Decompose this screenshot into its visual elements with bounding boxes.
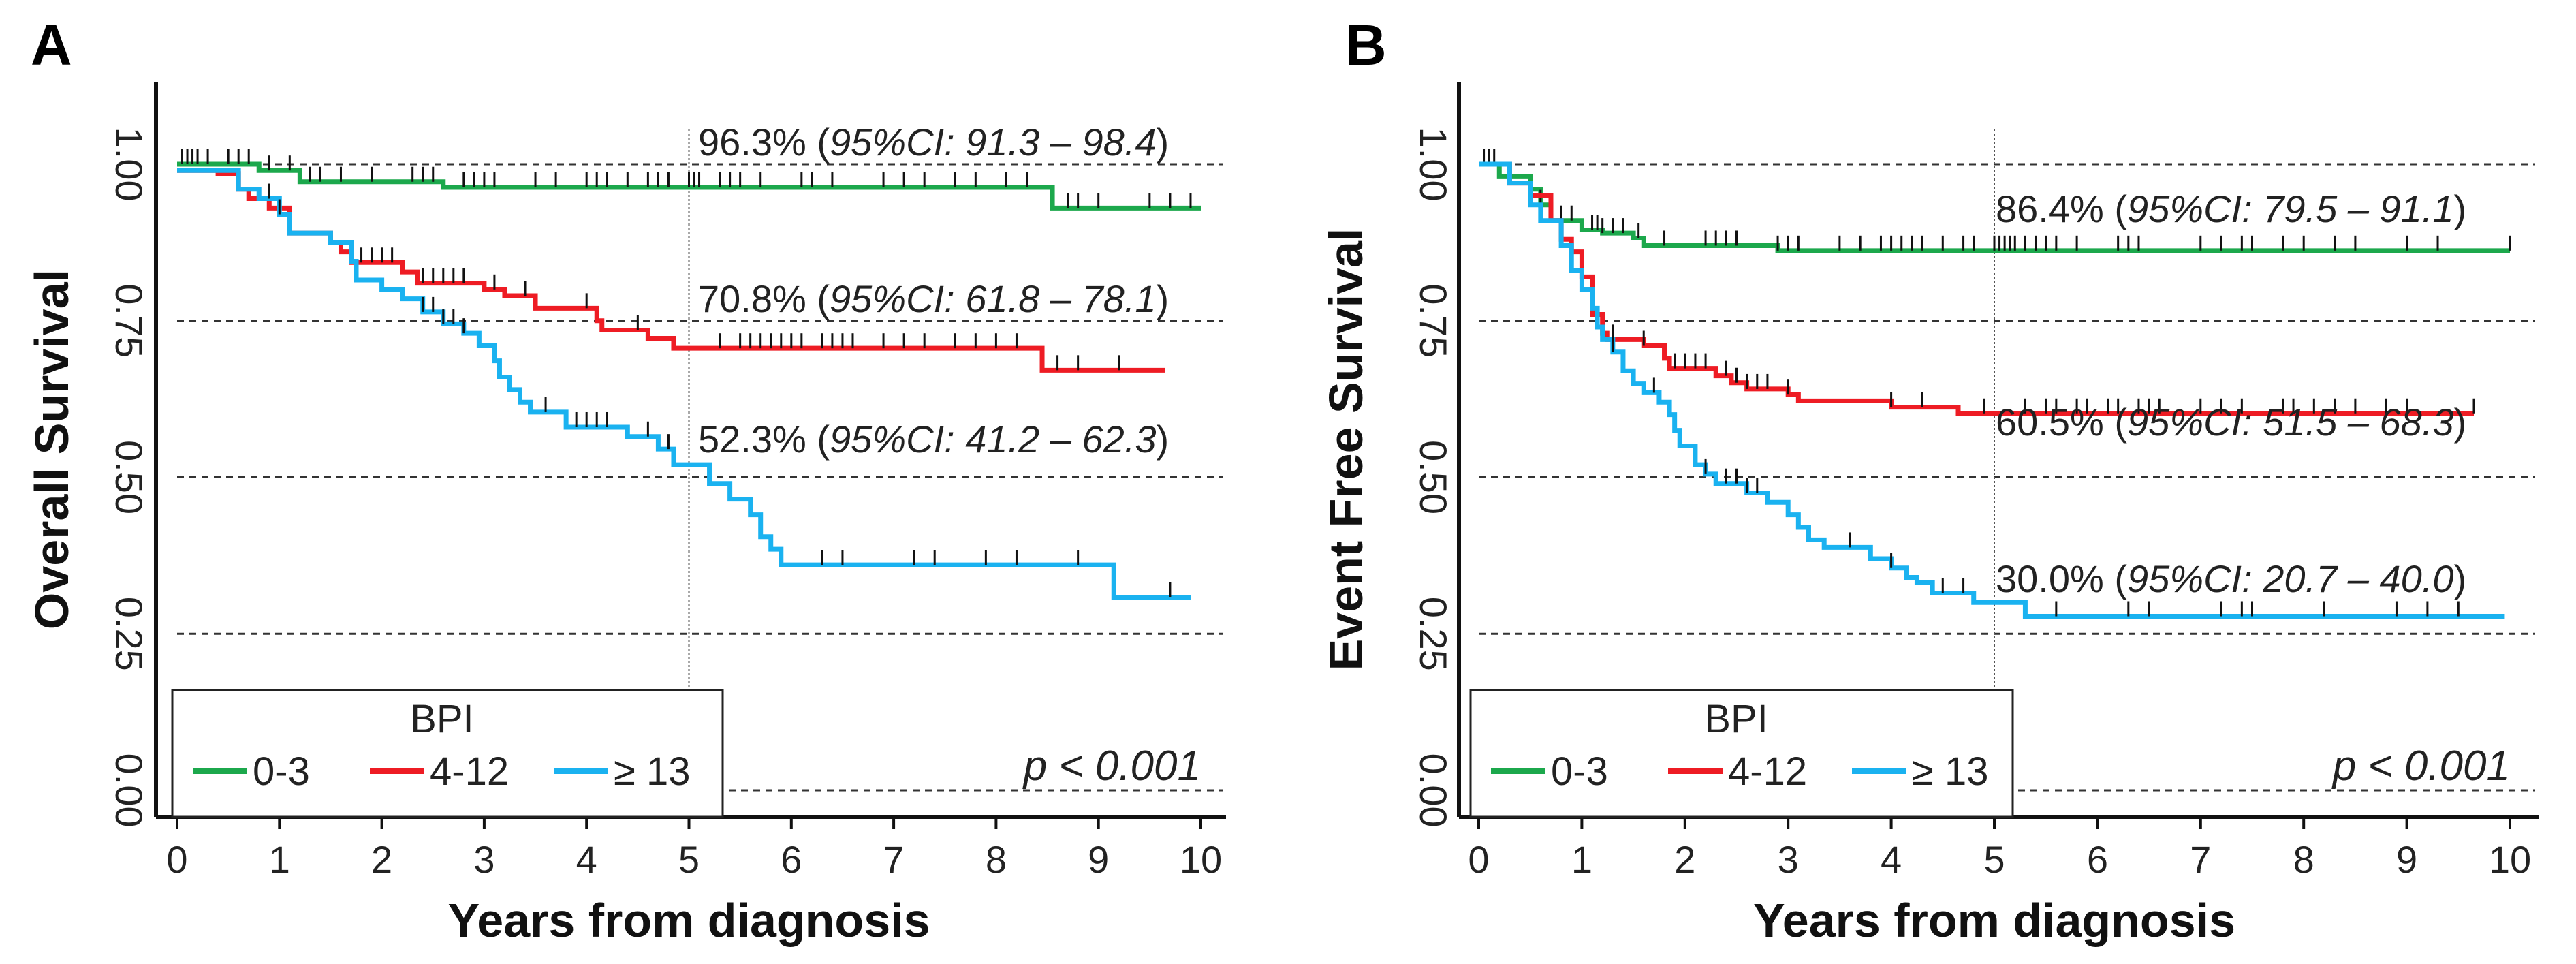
x-tick-label: 0 xyxy=(1468,838,1489,881)
x-tick-label: 7 xyxy=(2190,838,2211,881)
estimate-value: 52.3% xyxy=(698,418,806,461)
x-tick-label: 3 xyxy=(1778,838,1799,881)
survival-estimate-annotation: 60.5% (95%CI: 51.5 – 68.3) xyxy=(1996,401,2466,444)
estimate-value: 96.3% xyxy=(698,121,806,164)
panel-letter: B xyxy=(1345,13,1387,77)
estimate-value: 70.8% xyxy=(698,277,806,320)
paren-open: ( xyxy=(806,277,830,320)
paren-open: ( xyxy=(2104,401,2128,444)
y-tick-label: 1.00 xyxy=(1412,127,1455,202)
legend-title: BPI xyxy=(410,697,474,741)
x-tick-label: 6 xyxy=(2087,838,2108,881)
confidence-interval: 95%CI: 41.2 – 62.3 xyxy=(830,418,1156,461)
survival-curve-412 xyxy=(177,168,1165,373)
legend-title: BPI xyxy=(1704,697,1768,741)
legend-label: 0-3 xyxy=(253,749,310,794)
estimate-value: 86.4% xyxy=(1996,187,2104,230)
legend: BPI 0-3 4-12 ≥ 13 xyxy=(171,689,724,818)
paren-close: ) xyxy=(1156,418,1169,461)
x-tick-label: 5 xyxy=(678,838,700,881)
panel-letter: A xyxy=(31,13,72,77)
survival-estimate-annotation: 52.3% (95%CI: 41.2 – 62.3) xyxy=(698,418,1169,461)
x-tick-label: 9 xyxy=(2396,838,2417,881)
x-tick-label: 1 xyxy=(269,838,290,881)
paren-close: ) xyxy=(1156,277,1169,320)
y-tick-label: 0.75 xyxy=(1412,283,1455,358)
x-tick-label: 10 xyxy=(2489,838,2531,881)
confidence-interval: 95%CI: 20.7 – 40.0 xyxy=(2127,557,2453,600)
y-axis-title: Overall Survival xyxy=(25,269,78,629)
x-tick-label: 10 xyxy=(1180,838,1222,881)
survival-estimate-annotation: 86.4% (95%CI: 79.5 – 91.1) xyxy=(1996,187,2466,230)
y-tick-label: 0.75 xyxy=(108,283,151,358)
legend-label: ≥ 13 xyxy=(1912,749,1988,794)
x-tick-label: 1 xyxy=(1571,838,1592,881)
y-tick-label: 0.25 xyxy=(108,597,151,671)
y-tick-label: 0.00 xyxy=(108,753,151,828)
paren-open: ( xyxy=(806,418,830,461)
legend-label: 4-12 xyxy=(1728,749,1807,794)
x-tick-label: 9 xyxy=(1088,838,1109,881)
paren-close: ) xyxy=(2453,401,2466,444)
paren-close: ) xyxy=(2453,187,2466,230)
x-axis-title: Years from diagnosis xyxy=(1753,894,2235,947)
x-tick-label: 8 xyxy=(986,838,1007,881)
x-tick-label: 2 xyxy=(371,838,392,881)
paren-open: ( xyxy=(806,121,830,164)
legend-label: 0-3 xyxy=(1551,749,1608,794)
legend-label: ≥ 13 xyxy=(614,749,690,794)
estimate-value: 60.5% xyxy=(1996,401,2104,444)
confidence-interval: 95%CI: 51.5 – 68.3 xyxy=(2127,401,2453,444)
survival-estimate-annotation: 30.0% (95%CI: 20.7 – 40.0) xyxy=(1996,557,2466,600)
legend: BPI 0-3 4-12 ≥ 13 xyxy=(1469,689,2014,818)
y-axis-title: Event Free Survival xyxy=(1319,228,1372,671)
x-tick-label: 7 xyxy=(883,838,905,881)
x-tick-label: 4 xyxy=(576,838,597,881)
confidence-interval: 95%CI: 61.8 – 78.1 xyxy=(830,277,1156,320)
p-value: p < 0.001 xyxy=(1022,743,1201,790)
paren-close: ) xyxy=(1156,121,1169,164)
x-tick-label: 4 xyxy=(1881,838,1902,881)
paren-close: ) xyxy=(2453,557,2466,600)
panel-b: B 0 1 2 3 4 5 6 7 8 9 10 0.00 0.25 0.50 0.75 1.00 Years f… xyxy=(1319,13,2539,947)
p-value: p < 0.001 xyxy=(2331,743,2510,790)
confidence-interval: 95%CI: 91.3 – 98.4 xyxy=(830,121,1156,164)
y-tick-label: 0.25 xyxy=(1412,597,1455,671)
legend-box xyxy=(1469,689,2014,818)
panel-a: A 0 1 2 3 4 5 6 7 8 9 10 0.00 0.25 0.50 0.75 1.00 Years f… xyxy=(25,13,1226,947)
legend-label: 4-12 xyxy=(430,749,509,794)
y-tick-label: 0.50 xyxy=(108,440,151,514)
y-tick-label: 0.00 xyxy=(1412,753,1455,828)
survival-estimate-annotation: 70.8% (95%CI: 61.8 – 78.1) xyxy=(698,277,1169,320)
estimate-value: 30.0% xyxy=(1996,557,2104,600)
x-tick-label: 6 xyxy=(781,838,802,881)
x-axis-title: Years from diagnosis xyxy=(447,894,930,947)
legend-box xyxy=(171,689,724,818)
x-tick-label: 5 xyxy=(1983,838,2005,881)
x-tick-label: 3 xyxy=(473,838,494,881)
x-tick-label: 0 xyxy=(166,838,187,881)
y-tick-label: 1.00 xyxy=(108,127,151,202)
survival-estimate-annotation: 96.3% (95%CI: 91.3 – 98.4) xyxy=(698,121,1169,164)
survival-curve-13 xyxy=(177,168,1191,600)
survival-curve-03 xyxy=(1479,161,2510,253)
x-tick-label: 2 xyxy=(1674,838,1695,881)
paren-open: ( xyxy=(2104,187,2128,230)
x-tick-label: 8 xyxy=(2293,838,2314,881)
confidence-interval: 95%CI: 79.5 – 91.1 xyxy=(2127,187,2453,230)
y-tick-label: 0.50 xyxy=(1412,440,1455,514)
paren-open: ( xyxy=(2104,557,2128,600)
